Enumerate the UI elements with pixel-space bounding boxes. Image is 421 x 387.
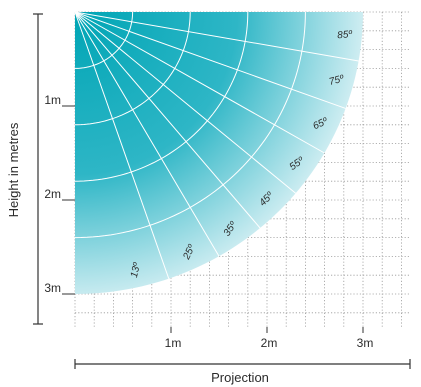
y-tick-label: 3m [44,281,61,295]
beam-fan [74,11,363,294]
beam-spoke [74,11,170,279]
beam-spoke [74,11,261,229]
beam-spoke [74,11,220,257]
range-arc [74,11,191,126]
beam-spoke [74,11,325,154]
beam-fan-shape [75,12,363,294]
beam-spoke [74,11,359,62]
x-axis-title: Projection [211,370,269,385]
angle-label: 85º [337,29,354,41]
range-arc [74,11,249,182]
y-tick-label: 1m [44,93,61,107]
x-tick-label: 3m [357,336,374,350]
range-arc [74,11,306,239]
angle-label: 75º [328,73,346,88]
y-axis-title: Height in metres [6,122,21,217]
range-arc [74,11,134,69]
beam-spoke [74,11,296,194]
x-tick-label: 2m [261,336,278,350]
axes [33,13,411,369]
angle-label: 13º [129,261,143,279]
y-tick-label: 2m [44,187,61,201]
x-tick-label: 1m [165,336,182,350]
beam-spoke [74,11,346,109]
